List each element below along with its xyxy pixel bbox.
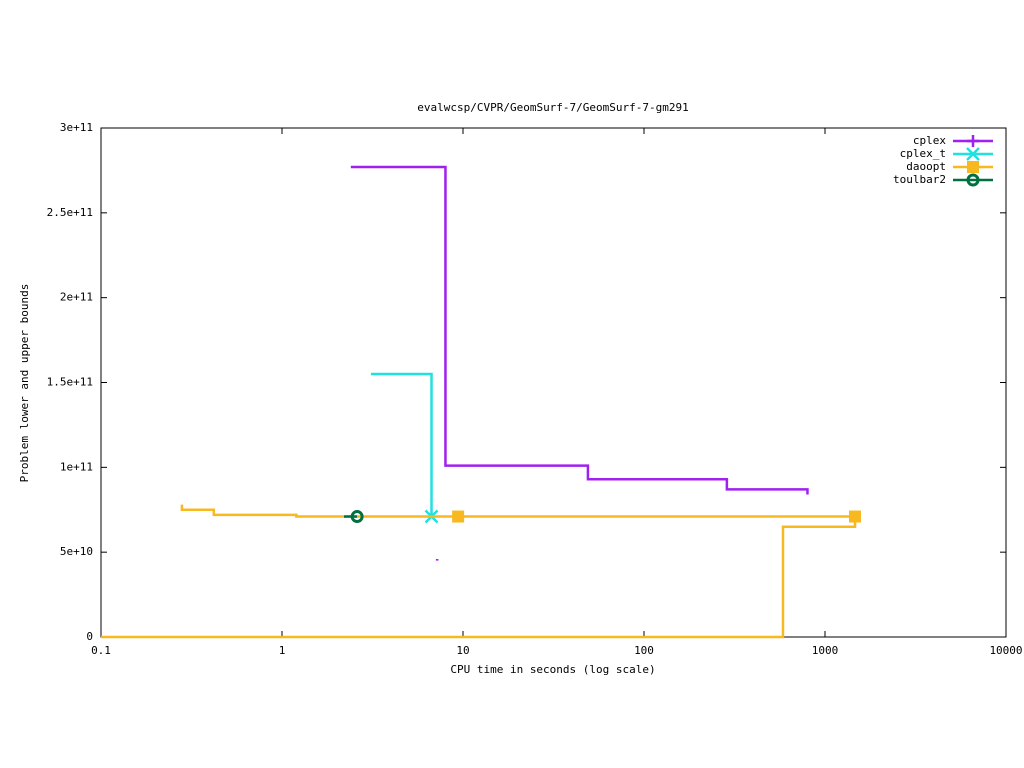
x-tick-label: 10000 [989,644,1022,657]
legend-label: daoopt [906,160,946,173]
plot-frame [100,127,1007,638]
series-line [350,165,809,561]
x-tick-label: 1000 [812,644,839,657]
chart-title: evalwcsp/CVPR/GeomSurf-7/GeomSurf-7-gm29… [417,101,689,114]
legend-marker [966,173,980,187]
legend-marker [967,161,979,173]
x-tick-label: 1 [279,644,286,657]
y-tick-label: 2e+11 [60,291,93,304]
series-line [101,504,857,639]
y-tick-label: 3e+11 [60,121,93,134]
y-tick-label: 5e+10 [60,545,93,558]
y-tick-label: 2.5e+11 [47,206,93,219]
legend-marker [967,135,979,147]
y-axis-label: Problem lower and upper bounds [18,284,31,483]
x-tick-label: 10 [456,644,469,657]
series-line [370,372,433,517]
marker [350,510,364,524]
marker [452,510,465,523]
x-axis-label: CPU time in seconds (log scale) [450,663,655,676]
legend-label: cplex [913,134,946,147]
legend-marker [966,147,980,161]
legend-label: cplex_t [900,147,946,160]
y-tick-label: 0 [86,630,93,643]
legend-label: toulbar2 [893,173,946,186]
y-tick-label: 1e+11 [60,460,93,473]
x-tick-label: 0.1 [91,644,111,657]
marker [849,510,862,523]
x-tick-label: 100 [634,644,654,657]
y-tick-label: 1.5e+11 [47,376,93,389]
